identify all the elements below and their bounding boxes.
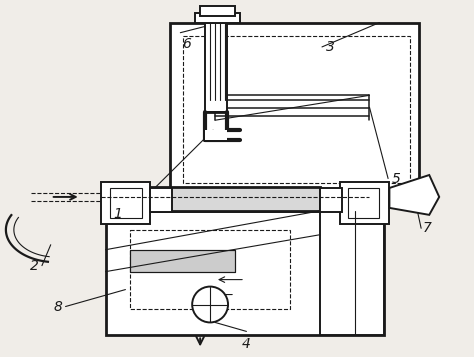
Bar xyxy=(195,12,240,22)
Bar xyxy=(319,211,384,335)
Bar xyxy=(339,182,390,224)
Circle shape xyxy=(192,287,228,322)
Bar xyxy=(319,188,342,212)
Polygon shape xyxy=(390,175,439,215)
Bar xyxy=(200,6,235,16)
Bar xyxy=(110,188,142,218)
Text: 8: 8 xyxy=(53,300,62,313)
Text: 2: 2 xyxy=(29,258,38,273)
Text: 5: 5 xyxy=(392,171,401,186)
Bar xyxy=(130,230,290,310)
Text: 4: 4 xyxy=(242,337,251,351)
Bar xyxy=(183,36,410,183)
Bar xyxy=(106,211,384,335)
Bar xyxy=(150,187,319,211)
Text: 7: 7 xyxy=(423,221,432,235)
Bar xyxy=(100,182,150,224)
Bar xyxy=(130,250,235,272)
Bar xyxy=(170,22,419,197)
Text: 1: 1 xyxy=(114,207,122,221)
Bar xyxy=(205,130,227,140)
Text: 3: 3 xyxy=(326,40,335,54)
Bar xyxy=(205,22,227,112)
Bar xyxy=(150,188,172,212)
Bar xyxy=(347,188,380,218)
Bar xyxy=(130,250,235,272)
Text: 6: 6 xyxy=(182,37,191,51)
